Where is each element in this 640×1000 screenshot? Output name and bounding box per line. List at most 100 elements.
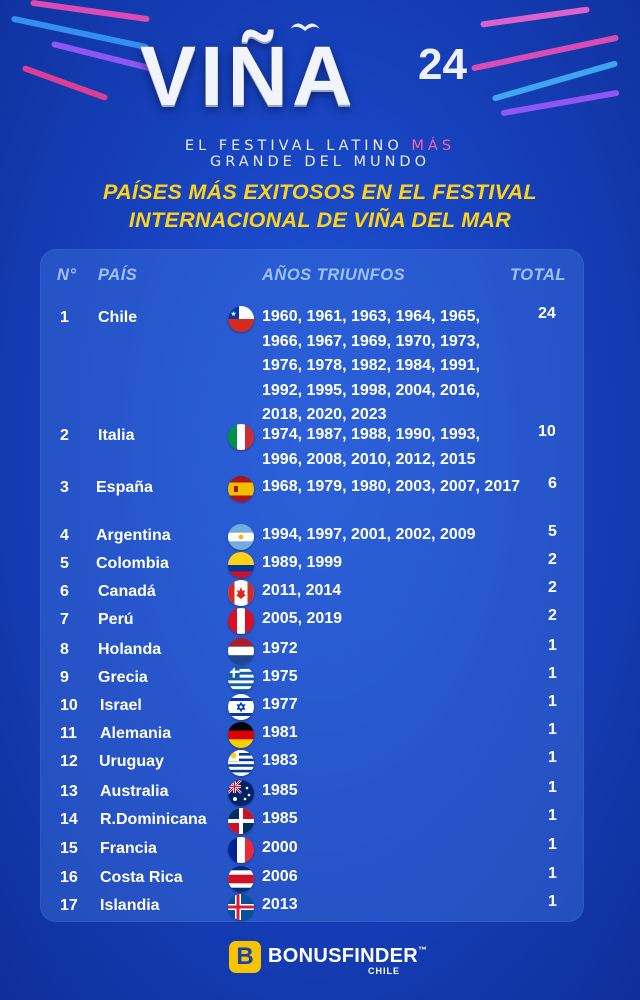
seagull-icon (288, 14, 322, 44)
row-total: 1 (548, 893, 557, 910)
tagline-line-2: GRANDE DEL MUNDO (210, 154, 430, 170)
costa-rica-flag-icon (228, 866, 254, 892)
row-rank: 3 (60, 479, 69, 496)
uruguay-flag-icon (228, 750, 254, 776)
row-rank: 17 (60, 897, 78, 914)
tagline-highlight: MÁS (411, 138, 456, 154)
row-total: 1 (548, 665, 557, 682)
row-total: 10 (538, 423, 556, 440)
row-country: Australia (100, 783, 169, 800)
row-total: 1 (548, 836, 557, 853)
argentina-flag-icon (228, 524, 254, 550)
australia-flag-icon (228, 780, 254, 806)
header-total: TOTAL (510, 266, 566, 284)
row-country: Chile (98, 309, 138, 326)
footer-brand: BONUSFINDER™ (268, 945, 427, 968)
header-years: AÑOS TRIUNFOS (262, 266, 406, 284)
row-total: 5 (548, 523, 557, 540)
row-years: 1968, 1979, 1980, 2003, 2007, 2017 (262, 478, 521, 495)
row-years: 2005, 2019 (262, 610, 343, 627)
row-country: Francia (100, 840, 157, 857)
footer-trademark: ™ (417, 945, 428, 955)
row-rank: 7 (60, 611, 69, 628)
row-rank: 6 (60, 583, 69, 600)
row-rank: 15 (60, 840, 78, 857)
headline-line-1: PAÍSES MÁS EXITOSOS EN EL FESTIVAL (103, 180, 537, 204)
row-rank: 13 (60, 783, 78, 800)
row-country: Canadá (98, 583, 156, 600)
netherlands-flag-icon (228, 638, 254, 664)
row-years: 1972 (262, 640, 298, 657)
france-flag-icon (228, 837, 254, 863)
row-country: Costa Rica (100, 869, 183, 886)
row-country: Alemania (100, 725, 172, 742)
row-total: 6 (548, 475, 557, 492)
row-total: 1 (548, 865, 557, 882)
row-years: 1985 (262, 782, 298, 799)
chile-flag-icon: ★ (228, 306, 254, 332)
row-total: 1 (548, 807, 557, 824)
row-total: 1 (548, 693, 557, 710)
row-country: Grecia (98, 669, 148, 686)
row-total: 1 (548, 749, 557, 766)
row-years: 1977 (262, 696, 298, 713)
row-country: España (96, 479, 153, 496)
row-years: 2011, 2014 (262, 582, 342, 599)
header-rank: N° (57, 266, 77, 284)
row-total: 2 (548, 551, 557, 568)
israel-flag-icon (228, 694, 254, 720)
row-rank: 4 (60, 527, 69, 544)
logo-year: 24 (418, 40, 467, 89)
row-country: Colombia (96, 555, 169, 572)
row-years: 1994, 1997, 2001, 2002, 2009 (262, 526, 476, 543)
tagline-text: EL FESTIVAL LATINO (184, 138, 403, 154)
row-years: 1983 (262, 752, 298, 769)
headline-line-2: INTERNACIONAL DE VIÑA DEL MAR (128, 208, 512, 232)
row-country: Argentina (96, 527, 171, 544)
colombia-flag-icon (228, 552, 254, 578)
row-rank: 11 (60, 725, 77, 742)
peru-flag-icon (228, 608, 254, 634)
row-country: Islandia (100, 897, 160, 914)
logo-title: VIÑA (140, 29, 357, 123)
row-total: 24 (538, 305, 556, 322)
row-rank: 2 (60, 427, 69, 444)
spain-flag-icon (228, 476, 254, 502)
row-years: 1974, 1987, 1988, 1990, 1993, 1996, 2008… (262, 426, 480, 468)
row-years: 2000 (262, 839, 298, 856)
greece-flag-icon (228, 666, 254, 692)
row-rank: 14 (60, 811, 78, 828)
row-rank: 8 (60, 641, 69, 658)
footer-country: CHILE (368, 966, 400, 976)
row-rank: 1 (60, 309, 69, 326)
footer-brand-text: BONUSFINDER (268, 945, 418, 967)
row-rank: 5 (60, 555, 69, 572)
row-years: 1960, 1961, 1963, 1964, 1965, 1966, 1967… (262, 308, 480, 423)
row-years: 2013 (262, 896, 298, 913)
row-years: 2006 (262, 868, 298, 885)
row-rank: 9 (60, 669, 69, 686)
row-rank: 16 (60, 869, 78, 886)
row-country: Holanda (98, 641, 162, 658)
dominican-republic-flag-icon (228, 808, 254, 834)
row-total: 1 (548, 779, 557, 796)
svg-text:★: ★ (230, 310, 236, 318)
row-country: Israel (100, 697, 142, 714)
row-rank: 12 (60, 753, 78, 770)
row-country: R.Dominicana (100, 811, 207, 828)
tagline-line-1: EL FESTIVAL LATINO MÁS (0, 138, 640, 154)
italy-flag-icon (228, 424, 254, 450)
row-rank: 10 (60, 697, 78, 714)
row-total: 1 (548, 637, 557, 654)
row-total: 1 (548, 721, 557, 738)
row-country: Uruguay (99, 753, 164, 770)
festival-logo: VIÑA 24 (0, 0, 640, 175)
canada-flag-icon (228, 580, 254, 606)
iceland-flag-icon (228, 894, 254, 920)
header-country: PAÍS (98, 266, 138, 284)
row-years: 1975 (262, 668, 298, 685)
ranking-table-panel (40, 249, 584, 922)
bonusfinder-logo-icon: B (229, 941, 261, 973)
row-country: Italia (98, 427, 135, 444)
row-years: 1981 (262, 724, 298, 741)
